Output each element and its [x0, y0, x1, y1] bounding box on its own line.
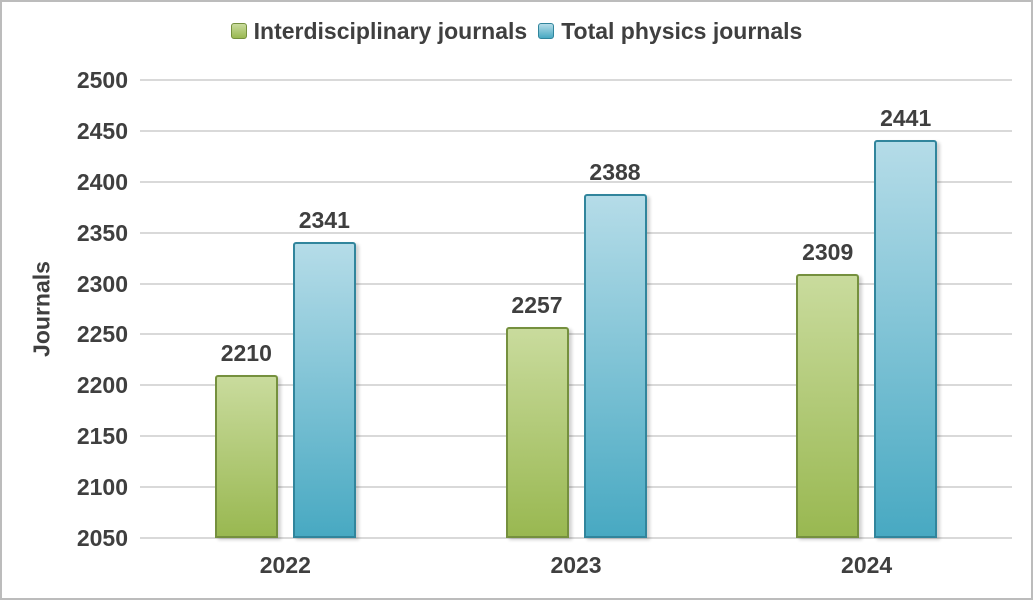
value-label-total-physics-journals-2022: 2341 — [298, 206, 350, 233]
y-tick-label-2050: 2050 — [76, 525, 128, 551]
bar-interdisciplinary-journals-2023 — [505, 327, 569, 538]
legend-item-total-physics: Total physics journals — [538, 17, 802, 45]
legend-swatch-total-physics — [538, 23, 555, 39]
gridline-2150 — [140, 435, 1012, 438]
value-label-interdisciplinary-journals-2022: 2210 — [220, 340, 272, 367]
gridline-2250 — [140, 333, 1012, 336]
bar-interdisciplinary-journals-2022 — [214, 375, 278, 538]
y-tick-label-2300: 2300 — [76, 270, 128, 297]
y-tick-label-2100: 2100 — [76, 474, 128, 501]
y-tick-label-2350: 2350 — [76, 219, 128, 246]
y-tick-label-2450: 2450 — [76, 117, 128, 144]
value-label-interdisciplinary-journals-2023: 2257 — [511, 292, 563, 319]
legend-label-total-physics: Total physics journals — [561, 18, 803, 44]
legend: Interdisciplinary journals Total physics… — [2, 17, 1031, 45]
legend-label-interdisciplinary: Interdisciplinary journals — [253, 18, 528, 44]
gridline-2400 — [140, 180, 1012, 183]
y-tick-label-2250: 2250 — [76, 321, 128, 348]
plot-area: 2210 2341 2257 2388 2309 2441 — [140, 79, 1012, 539]
x-axis-labels: 2022 2023 2024 — [140, 551, 1012, 581]
bar-total-physics-journals-2023 — [583, 194, 647, 538]
x-axis-label-2022: 2022 — [259, 552, 311, 578]
gridline-2200 — [140, 384, 1012, 387]
value-label-total-physics-journals-2023: 2388 — [589, 159, 641, 185]
gridline-2050 — [140, 537, 1012, 539]
bar-total-physics-journals-2024 — [874, 140, 938, 538]
value-label-interdisciplinary-journals-2024: 2309 — [802, 239, 854, 266]
gridline-2350 — [140, 231, 1012, 234]
x-axis-label-2024: 2024 — [841, 552, 893, 578]
gridline-2450 — [140, 129, 1012, 132]
y-tick-label-2500: 2500 — [76, 67, 128, 93]
gridline-2100 — [140, 486, 1012, 489]
gridline-2300 — [140, 282, 1012, 285]
gridline-2500 — [140, 79, 1012, 81]
value-label-total-physics-journals-2024: 2441 — [880, 105, 932, 131]
y-tick-label-2400: 2400 — [76, 168, 128, 195]
y-tick-label-2200: 2200 — [76, 372, 128, 399]
x-axis-label-2023: 2023 — [550, 552, 602, 578]
y-axis-tick-labels: 2050 2100 2150 2200 2250 2300 2350 2400 2450 2500 — [2, 67, 128, 551]
bar-interdisciplinary-journals-2024 — [796, 274, 860, 538]
bar-total-physics-journals-2022 — [292, 241, 356, 538]
legend-swatch-interdisciplinary — [230, 23, 247, 39]
legend-item-interdisciplinary: Interdisciplinary journals — [230, 17, 528, 45]
y-tick-label-2150: 2150 — [76, 423, 128, 450]
